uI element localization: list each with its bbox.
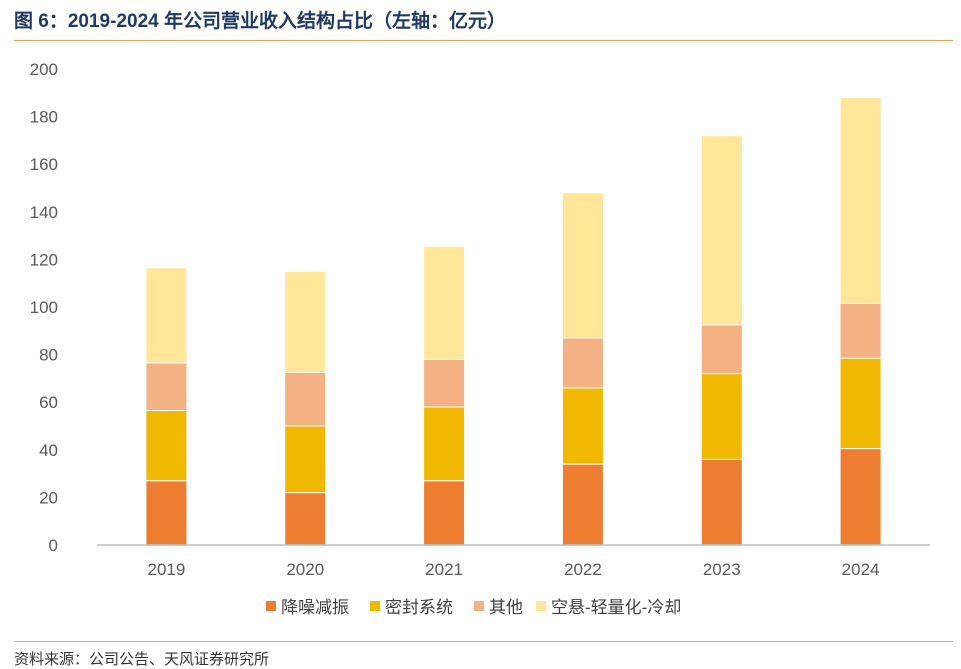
bar-segment bbox=[284, 270, 327, 373]
y-tick-label: 200 bbox=[30, 60, 58, 79]
y-tick-label: 0 bbox=[49, 536, 58, 555]
bar-segment bbox=[700, 373, 743, 460]
y-tick-label: 20 bbox=[39, 488, 58, 507]
legend-label: 密封系统 bbox=[385, 598, 453, 617]
legend-swatch bbox=[370, 601, 380, 611]
y-tick-label: 80 bbox=[39, 346, 58, 365]
y-tick-label: 60 bbox=[39, 393, 58, 412]
bar-segment bbox=[839, 302, 882, 359]
bar-segment bbox=[561, 463, 604, 546]
bar-segment bbox=[145, 267, 188, 364]
x-tick-label: 2021 bbox=[425, 560, 463, 579]
legend-label: 空悬-轻量化-冷却 bbox=[551, 598, 681, 617]
bar-segment bbox=[145, 410, 188, 482]
bar-segment bbox=[700, 458, 743, 546]
legend-swatch bbox=[266, 601, 276, 611]
y-tick-label: 100 bbox=[30, 298, 58, 317]
y-tick-label: 120 bbox=[30, 250, 58, 269]
bar-segment bbox=[561, 337, 604, 389]
y-tick-label: 40 bbox=[39, 441, 58, 460]
bar-segment bbox=[145, 362, 188, 412]
bar-segment bbox=[284, 492, 327, 546]
bar-segment bbox=[839, 97, 882, 304]
bar-segment bbox=[700, 324, 743, 375]
bar-segment bbox=[561, 192, 604, 339]
source-note: 资料来源：公司公告、天风证券研究所 bbox=[14, 651, 270, 668]
bar-segment bbox=[423, 358, 466, 408]
y-tick-label: 160 bbox=[30, 155, 58, 174]
stacked-bar-chart: 0 20 40 60 80 100 120 140 160 180 200 2019 2020 2021… bbox=[30, 60, 930, 617]
bar-segment bbox=[839, 357, 882, 450]
bar-segment bbox=[284, 425, 327, 494]
bar-segment bbox=[423, 406, 466, 482]
x-tick-label: 2022 bbox=[564, 560, 602, 579]
bar-segment bbox=[839, 448, 882, 546]
x-tick-label: 2019 bbox=[148, 560, 186, 579]
legend: 降噪减振 密封系统 其他 空悬-轻量化-冷却 bbox=[266, 598, 681, 617]
title-divider bbox=[14, 40, 953, 41]
footer-divider bbox=[14, 641, 953, 642]
bar-segment bbox=[561, 387, 604, 465]
bars bbox=[145, 97, 882, 546]
x-tick-label: 2023 bbox=[703, 560, 741, 579]
x-tick-label: 2024 bbox=[842, 560, 880, 579]
chart-title: 图 6：2019-2024 年公司营业收入结构占比（左轴：亿元） bbox=[14, 11, 506, 32]
bar-segment bbox=[423, 245, 466, 360]
y-tick-label: 180 bbox=[30, 108, 58, 127]
y-axis: 0 20 40 60 80 100 120 140 160 180 200 bbox=[30, 60, 58, 555]
bar-segment bbox=[145, 480, 188, 546]
legend-swatch bbox=[474, 601, 484, 611]
x-axis: 2019 2020 2021 2022 2023 2024 bbox=[148, 560, 880, 579]
x-tick-label: 2020 bbox=[286, 560, 324, 579]
legend-label: 其他 bbox=[489, 598, 523, 617]
bar-segment bbox=[700, 135, 743, 326]
y-tick-label: 140 bbox=[30, 203, 58, 222]
bar-segment bbox=[423, 480, 466, 546]
legend-label: 降噪减振 bbox=[281, 598, 349, 617]
legend-swatch bbox=[536, 601, 546, 611]
bar-segment bbox=[284, 371, 327, 427]
